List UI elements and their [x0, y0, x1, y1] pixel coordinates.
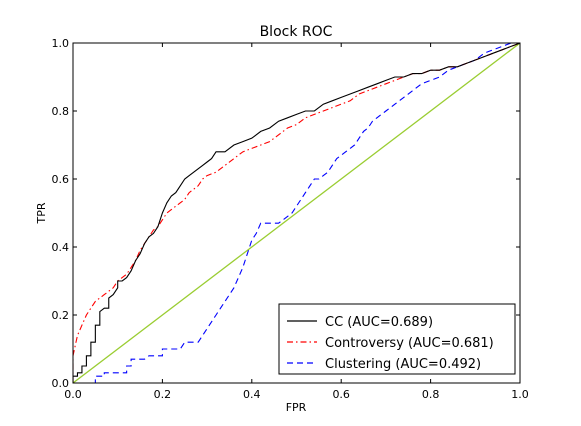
y-tick-label: 0.6	[52, 173, 70, 186]
x-tick-label: 0.0	[64, 388, 82, 401]
y-tick-label: 0.8	[52, 105, 70, 118]
y-axis-title: TPR	[35, 202, 48, 224]
legend-label: Controversy (AUC=0.681)	[325, 336, 494, 351]
x-tick-label: 0.4	[243, 388, 261, 401]
plot-frame	[72, 42, 521, 384]
x-tick-label: 0.6	[332, 388, 350, 401]
x-tick-label: 0.8	[422, 388, 440, 401]
ticks-layer: 0.0 0.2 0.4 0.6 0.8 1.0 0.0 0.2 0.4 0.6 0.8 1.0	[52, 37, 529, 401]
series-line-0	[73, 43, 520, 383]
chart-title: Block ROC	[260, 24, 333, 40]
legend: CC (AUC=0.689) Controversy (AUC=0.681) Clu…	[278, 303, 516, 375]
series-line-2	[73, 43, 520, 383]
legend-label: CC (AUC=0.689)	[325, 315, 433, 330]
y-tick-label: 0.4	[52, 241, 70, 254]
x-tick-label: 1.0	[511, 388, 529, 401]
y-tick-label: 0.2	[52, 309, 70, 322]
x-axis-title: FPR	[286, 401, 307, 414]
y-tick-label: 0.0	[52, 377, 70, 390]
legend-label: Clustering (AUC=0.492)	[325, 357, 481, 372]
legend-entries: CC (AUC=0.689) Controversy (AUC=0.681) Clu…	[287, 315, 494, 372]
legend-box	[278, 303, 516, 375]
y-tick-label: 1.0	[52, 37, 70, 50]
x-tick-label: 0.2	[154, 388, 172, 401]
series-line-3	[73, 43, 520, 383]
series-layer	[73, 43, 520, 383]
